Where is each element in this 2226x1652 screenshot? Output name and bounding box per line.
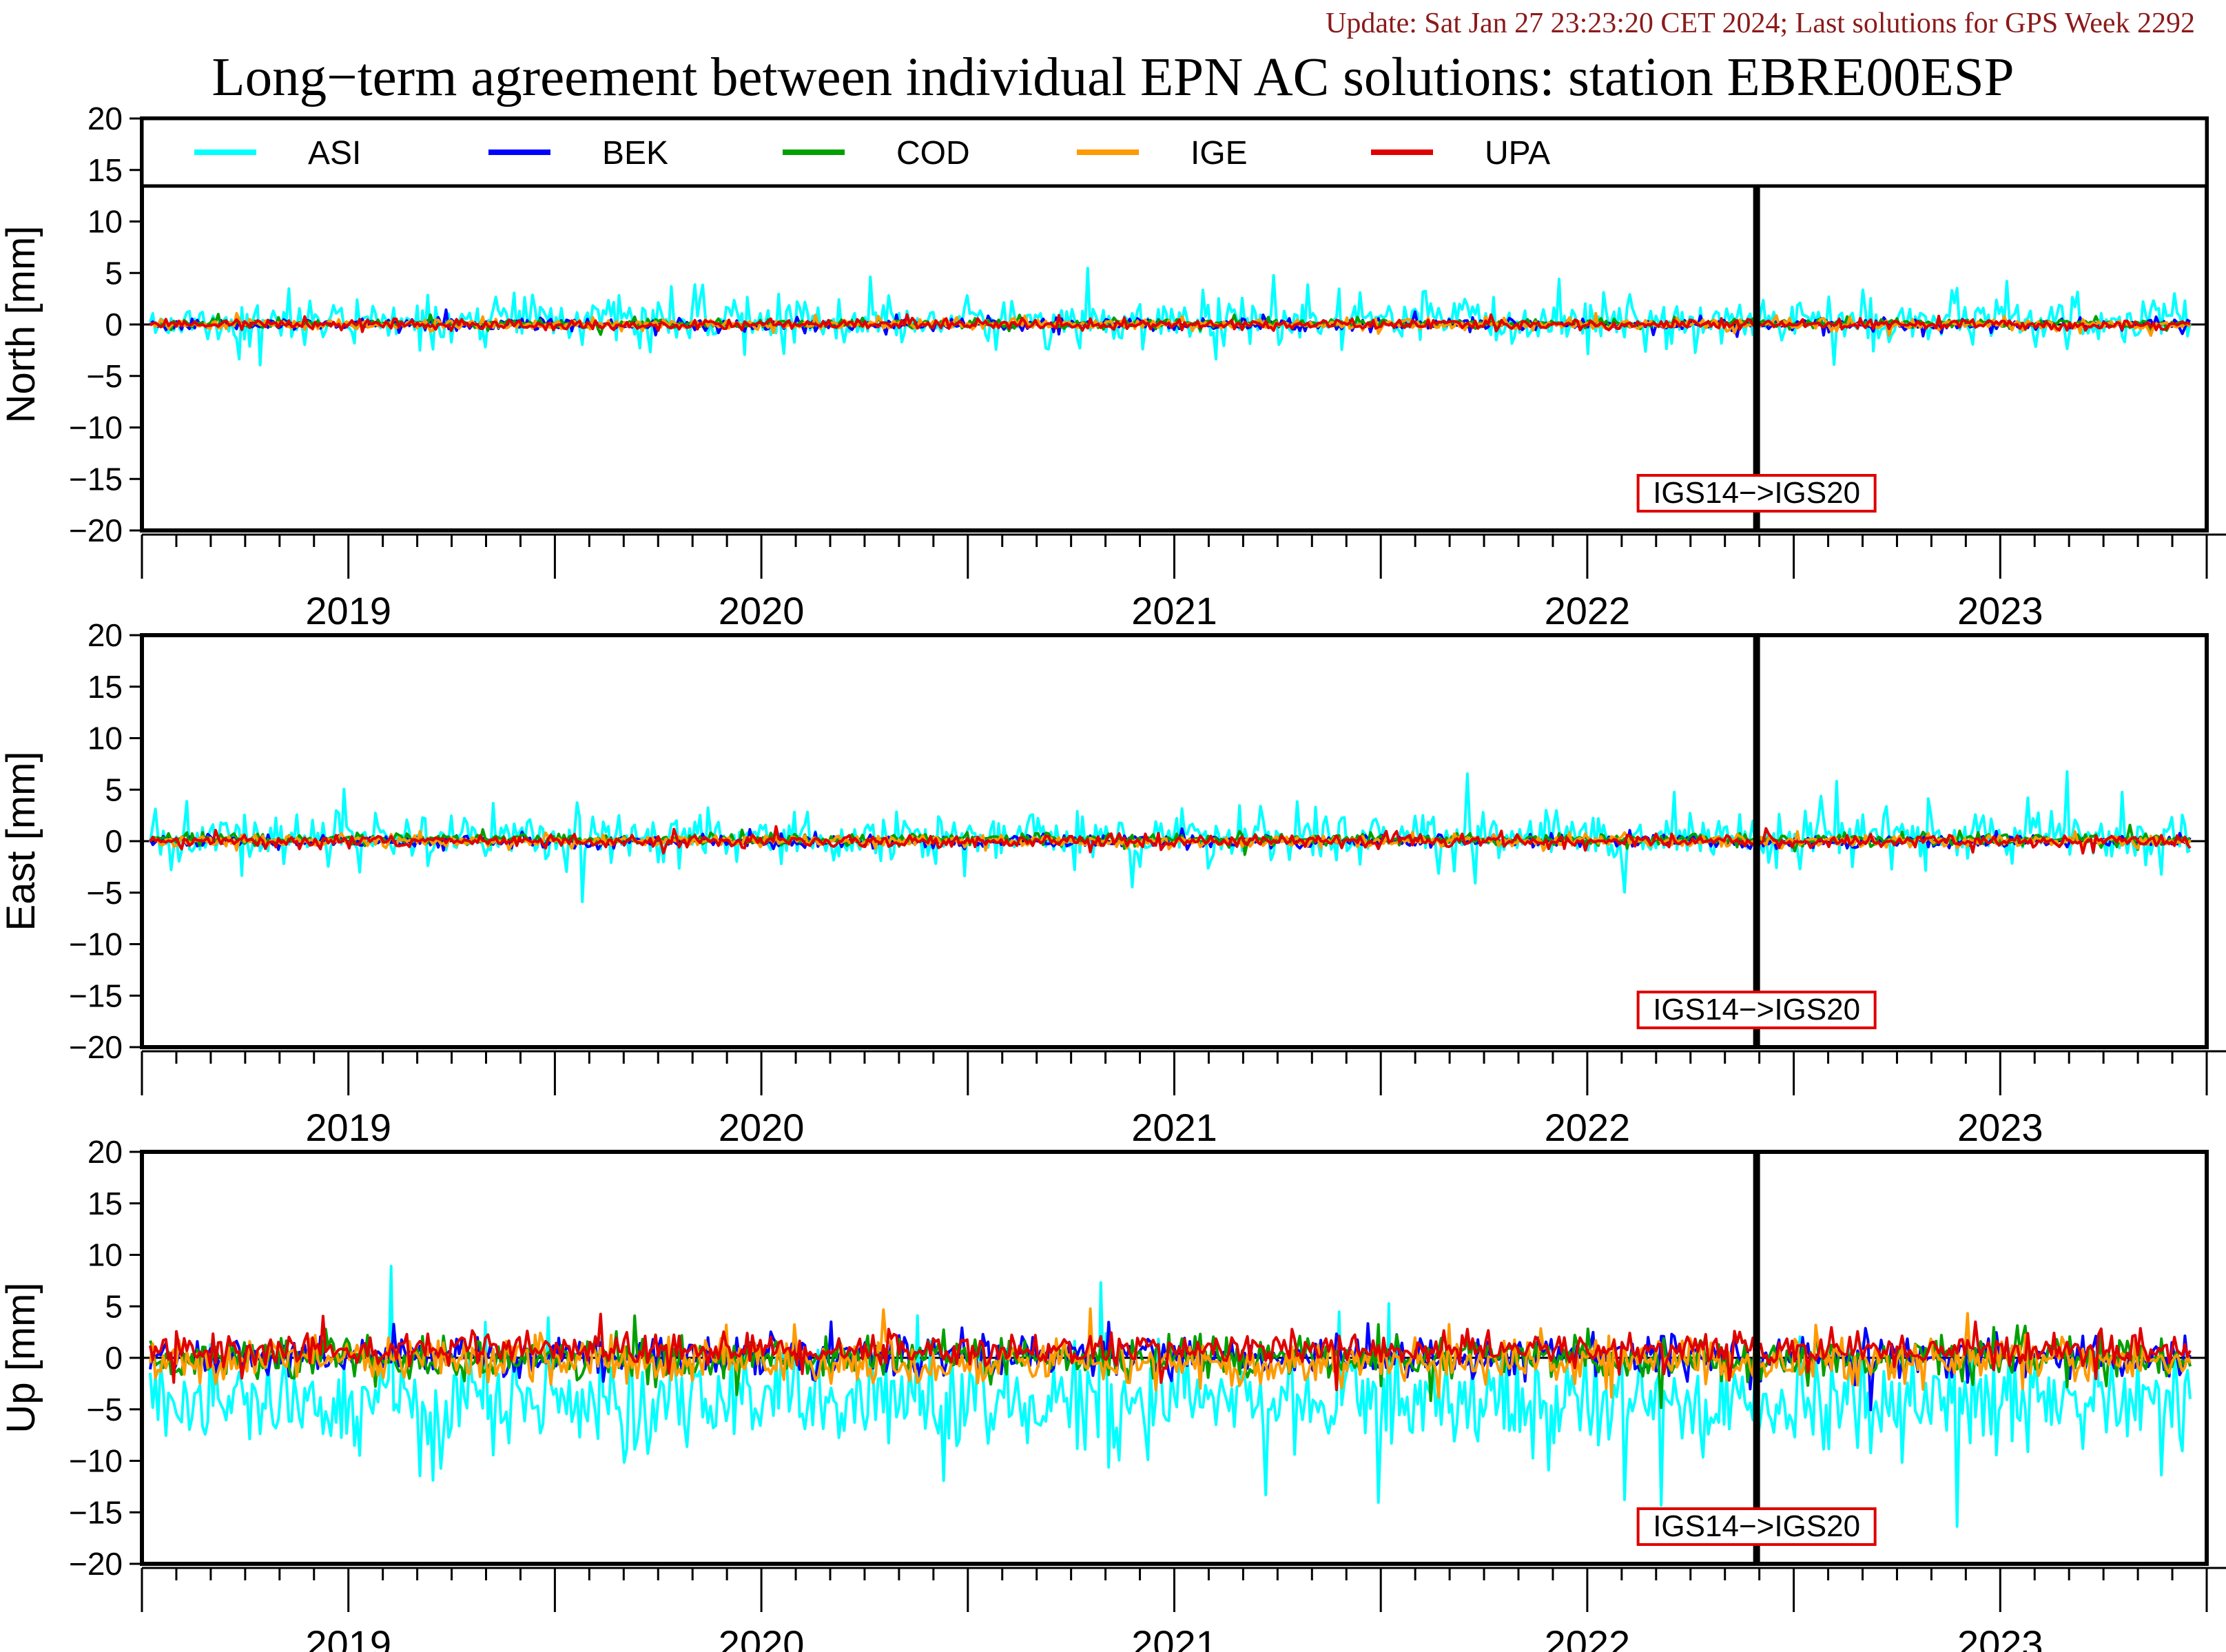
y-tick-label: −10	[69, 410, 123, 446]
y-tick-label: 5	[105, 255, 123, 291]
y-tick-label: 0	[105, 823, 123, 859]
y-tick-label: 15	[87, 1186, 123, 1221]
x-tick-label: 2023	[1957, 1622, 2043, 1652]
annotation-box	[1636, 1507, 1877, 1546]
y-axis-label: North [mm]	[0, 226, 43, 424]
annotation-box	[1636, 991, 1877, 1029]
legend-label-asi: ASI	[308, 135, 361, 172]
x-tick-label: 2021	[1131, 1622, 1217, 1652]
y-tick-label: 0	[105, 307, 123, 342]
y-tick-label: −5	[87, 875, 123, 911]
panel-north: 20 15 10 5 0 −5 −10 −15 −20 North [mm] IGS14−>IGS2…	[0, 101, 2226, 632]
series-line-asi	[149, 1265, 2192, 1528]
y-tick-label: 10	[87, 1237, 123, 1273]
annotation-text: IGS14−>IGS20	[1653, 1509, 1860, 1543]
y-tick-label: 5	[105, 772, 123, 807]
x-tick-label: 2021	[1131, 589, 1217, 632]
y-tick-label: 15	[87, 669, 123, 705]
y-tick-label: −15	[69, 978, 123, 1013]
annotation-text: IGS14−>IGS20	[1653, 476, 1860, 510]
update-text: Update: Sat Jan 27 23:23:20 CET 2024; La…	[1325, 8, 2195, 39]
y-tick-label: 15	[87, 152, 123, 188]
annotation-text: IGS14−>IGS20	[1653, 993, 1860, 1026]
x-tick-label: 2020	[719, 1622, 805, 1652]
series-line-ige	[149, 1307, 2192, 1399]
y-tick-label: −20	[69, 513, 123, 548]
x-tick-label: 2023	[1957, 589, 2043, 632]
series-line-upa	[149, 313, 2192, 333]
x-tick-label: 2022	[1545, 1106, 1631, 1149]
x-tick-label: 2020	[719, 1106, 805, 1149]
legend-label-upa: UPA	[1485, 135, 1550, 172]
y-axis-label: Up [mm]	[0, 1282, 43, 1433]
chart-title: Long−term agreement between individual E…	[212, 48, 2014, 107]
series-line-upa	[149, 825, 2192, 855]
x-tick-label: 2019	[305, 1106, 391, 1149]
y-tick-label: −15	[69, 1494, 123, 1530]
x-tick-label: 2019	[305, 1622, 391, 1652]
y-tick-label: 5	[105, 1288, 123, 1324]
y-tick-label: −15	[69, 461, 123, 497]
y-tick-label: 10	[87, 204, 123, 240]
y-tick-label: −5	[87, 1392, 123, 1427]
legend-label-ige: IGE	[1191, 135, 1248, 172]
y-tick-label: 20	[87, 101, 123, 136]
y-tick-label: 20	[87, 617, 123, 653]
y-tick-label: −5	[87, 358, 123, 394]
panel-east: 20 15 10 5 0 −5 −10 −15 −20 East [mm] IGS14−>IGS20…	[0, 617, 2226, 1149]
x-tick-label: 2020	[719, 589, 805, 632]
annotation-box	[1636, 474, 1877, 513]
x-tick-label: 2022	[1545, 1622, 1631, 1652]
y-tick-label: 10	[87, 721, 123, 756]
y-tick-label: 0	[105, 1340, 123, 1376]
x-tick-label: 2019	[305, 589, 391, 632]
legend-box	[140, 116, 2209, 188]
y-tick-label: 20	[87, 1134, 123, 1170]
y-axis-label: East [mm]	[0, 751, 43, 931]
x-tick-label: 2023	[1957, 1106, 2043, 1149]
legend-label-bek: BEK	[602, 135, 668, 172]
y-tick-label: −20	[69, 1029, 123, 1065]
y-tick-label: −10	[69, 927, 123, 962]
x-tick-label: 2022	[1545, 589, 1631, 632]
y-tick-label: −20	[69, 1546, 123, 1582]
x-tick-label: 2021	[1131, 1106, 1217, 1149]
panel-up: 20 15 10 5 0 −5 −10 −15 −20 Up [mm] IGS14−>IGS20 20…	[0, 1134, 2226, 1652]
legend-label-cod: COD	[896, 135, 970, 172]
series-line-upa	[149, 1312, 2192, 1392]
y-tick-label: −10	[69, 1443, 123, 1479]
